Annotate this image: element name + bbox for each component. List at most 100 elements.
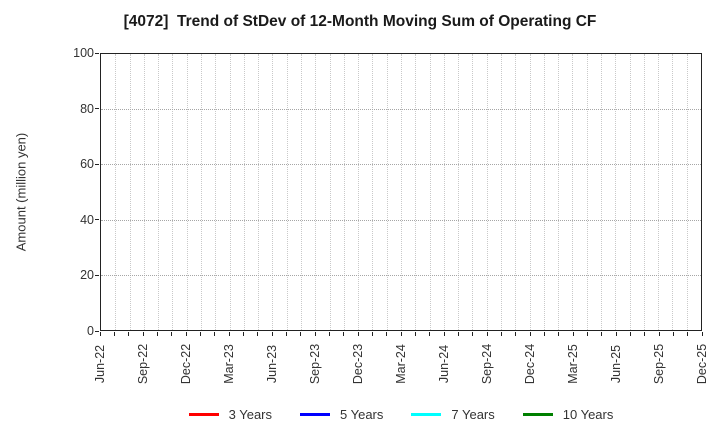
x-tick-mark xyxy=(558,332,560,336)
y-tick-mark xyxy=(95,274,99,276)
horizontal-gridline xyxy=(101,109,701,111)
x-tick-mark xyxy=(443,332,445,336)
x-tick-mark xyxy=(629,332,631,336)
x-tick-mark xyxy=(242,332,244,336)
x-tick-mark xyxy=(271,332,273,336)
x-tick-label: Sep-24 xyxy=(480,343,494,385)
legend-item: 10 Years xyxy=(522,406,614,422)
vertical-gridline xyxy=(286,54,288,330)
vertical-gridline xyxy=(643,54,645,330)
x-tick-label: Dec-22 xyxy=(179,343,193,385)
vertical-gridline xyxy=(601,54,602,330)
vertical-gridline xyxy=(229,54,231,330)
x-tick-label: Mar-23 xyxy=(222,344,236,384)
y-tick-label: 100 xyxy=(73,46,94,60)
vertical-gridline xyxy=(143,54,145,330)
x-tick-mark xyxy=(572,332,574,336)
y-tick-label: 0 xyxy=(87,324,94,338)
legend-line-swatch xyxy=(188,412,219,416)
y-tick-label: 80 xyxy=(80,101,94,116)
x-tick-label: Dec-23 xyxy=(351,343,365,385)
x-tick-mark xyxy=(457,332,459,336)
legend-label: 10 Years xyxy=(562,406,614,422)
x-tick-mark xyxy=(199,332,201,336)
vertical-gridline xyxy=(501,54,502,330)
legend-item: 7 Years xyxy=(411,407,495,422)
vertical-gridline xyxy=(429,54,431,330)
vertical-gridline xyxy=(186,54,188,330)
vertical-gridline xyxy=(586,54,588,330)
x-tick-mark xyxy=(486,332,488,336)
vertical-gridline xyxy=(443,54,445,330)
x-tick-label: Sep-23 xyxy=(308,343,322,385)
x-tick-mark xyxy=(414,332,416,336)
x-tick-label: Sep-22 xyxy=(136,343,150,385)
vertical-gridline xyxy=(315,54,317,330)
x-tick-mark xyxy=(142,332,144,336)
legend-item: 3 Years xyxy=(188,406,272,422)
vertical-gridline xyxy=(215,54,217,330)
legend-label: 5 Years xyxy=(340,406,384,422)
x-tick-mark xyxy=(543,332,545,336)
y-tick-label: 40 xyxy=(80,212,94,227)
vertical-gridline xyxy=(401,54,402,330)
x-tick-mark xyxy=(601,332,603,336)
horizontal-gridline xyxy=(101,274,701,276)
x-tick-mark xyxy=(400,332,402,336)
vertical-gridline xyxy=(172,54,174,330)
legend-label: 3 Years xyxy=(228,406,272,422)
y-tick-mark xyxy=(95,330,99,332)
vertical-gridline xyxy=(472,54,474,330)
x-tick-mark xyxy=(515,332,517,336)
x-tick-mark xyxy=(687,332,689,336)
y-tick-mark xyxy=(95,52,99,54)
vertical-gridline xyxy=(543,54,545,330)
x-tick-label: Mar-24 xyxy=(394,344,408,384)
chart-title: [4072] Trend of StDev of 12-Month Moving… xyxy=(123,13,597,30)
x-tick-mark xyxy=(314,332,316,336)
vertical-gridline xyxy=(658,54,660,330)
vertical-gridline xyxy=(672,54,674,330)
x-tick-mark xyxy=(429,332,431,336)
x-tick-label: Dec-24 xyxy=(523,343,537,385)
vertical-gridline xyxy=(243,54,245,330)
vertical-gridline xyxy=(358,54,360,330)
x-tick-label: Jun-22 xyxy=(93,344,107,384)
x-tick-mark xyxy=(285,332,287,336)
y-tick-mark xyxy=(95,219,99,221)
x-tick-mark xyxy=(371,332,373,336)
plot-area xyxy=(100,53,702,331)
x-tick-mark xyxy=(214,332,216,336)
x-tick-mark xyxy=(185,332,187,336)
x-tick-mark xyxy=(386,332,388,336)
vertical-gridline xyxy=(272,54,274,330)
x-tick-label: Sep-25 xyxy=(652,343,666,385)
x-tick-mark xyxy=(128,332,130,336)
x-tick-mark xyxy=(672,332,674,336)
vertical-gridline xyxy=(115,54,117,330)
legend-item: 5 Years xyxy=(300,407,383,422)
x-tick-label: Dec-25 xyxy=(695,343,709,385)
x-tick-mark xyxy=(343,332,345,336)
vertical-gridline xyxy=(486,54,488,330)
x-tick-mark xyxy=(113,332,115,336)
legend-line-swatch xyxy=(300,412,330,416)
x-tick-mark xyxy=(472,332,474,336)
vertical-gridline xyxy=(386,54,388,330)
y-tick-mark xyxy=(95,108,99,110)
vertical-gridline xyxy=(558,54,560,330)
vertical-gridline xyxy=(301,54,302,330)
horizontal-gridline xyxy=(101,219,701,221)
vertical-gridline xyxy=(158,54,160,330)
vertical-gridline xyxy=(258,54,260,330)
vertical-gridline xyxy=(343,54,345,330)
x-tick-mark xyxy=(328,332,330,336)
x-tick-label: Jun-24 xyxy=(437,344,451,384)
vertical-gridline xyxy=(572,54,574,330)
x-tick-mark xyxy=(586,332,588,336)
horizontal-gridline xyxy=(101,164,701,166)
legend-line-swatch xyxy=(411,412,442,416)
vertical-gridline xyxy=(686,54,688,330)
vertical-gridline xyxy=(201,54,202,330)
